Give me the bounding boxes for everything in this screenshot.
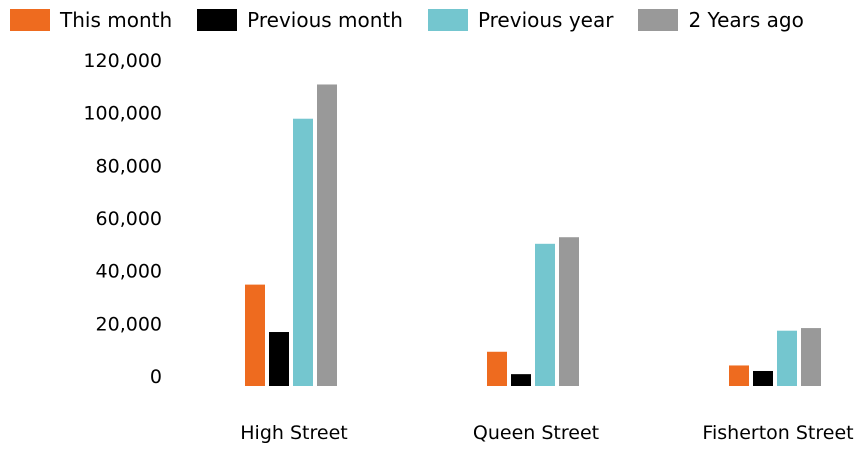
- y-tick-label: 40,000: [96, 261, 162, 283]
- x-axis: High Street Queen Street Fisherton Street: [240, 422, 853, 444]
- legend-label-this-month: This month: [60, 8, 173, 32]
- x-category-label: Queen Street: [473, 422, 599, 444]
- legend-label-previous-year: Previous year: [477, 8, 614, 32]
- legend-item-previous-year: Previous year: [427, 8, 614, 32]
- legend-label-2-years-ago: 2 Years ago: [688, 8, 804, 32]
- bar-this-month-fisherton-street: [729, 365, 749, 386]
- bar-previous-month-high-street: [269, 332, 289, 386]
- y-tick-label: 60,000: [96, 208, 162, 230]
- legend-item-previous-month: Previous month: [197, 8, 403, 32]
- y-tick-label: 120,000: [83, 50, 162, 72]
- x-category-label: Fisherton Street: [702, 422, 853, 444]
- bar-previous-year-high-street: [293, 118, 313, 386]
- bar-previous-month-queen-street: [511, 374, 531, 386]
- y-tick-label: 100,000: [83, 103, 162, 125]
- y-tick-label: 20,000: [96, 313, 162, 335]
- bar-previous-year-queen-street: [535, 243, 555, 386]
- legend-item-this-month: This month: [10, 8, 172, 32]
- bar-this-month-high-street: [245, 284, 265, 386]
- bar-previous-month-fisherton-street: [753, 370, 773, 386]
- bar-this-month-queen-street: [487, 351, 507, 386]
- bar-previous-year-fisherton-street: [777, 330, 797, 386]
- x-category-label: High Street: [240, 422, 347, 444]
- bar-2-years-ago-fisherton-street: [801, 328, 821, 386]
- legend-swatch-previous-month: [197, 9, 238, 31]
- legend-swatch-previous-year: [427, 9, 468, 31]
- bar-2-years-ago-queen-street: [559, 237, 579, 386]
- y-tick-label: 0: [150, 366, 162, 388]
- legend-swatch-2-years-ago: [638, 9, 679, 31]
- legend-label-previous-month: Previous month: [247, 8, 403, 32]
- chart-legend: This month Previous month Previous year …: [10, 7, 829, 33]
- bars-group: [245, 84, 821, 386]
- legend-item-2-years-ago: 2 Years ago: [638, 8, 804, 32]
- bar-2-years-ago-high-street: [317, 84, 337, 386]
- legend-swatch-this-month: [10, 9, 50, 31]
- y-tick-label: 80,000: [96, 155, 162, 177]
- y-axis: 0 20,000 40,000 60,000 80,000 100,000 120,000: [83, 50, 162, 388]
